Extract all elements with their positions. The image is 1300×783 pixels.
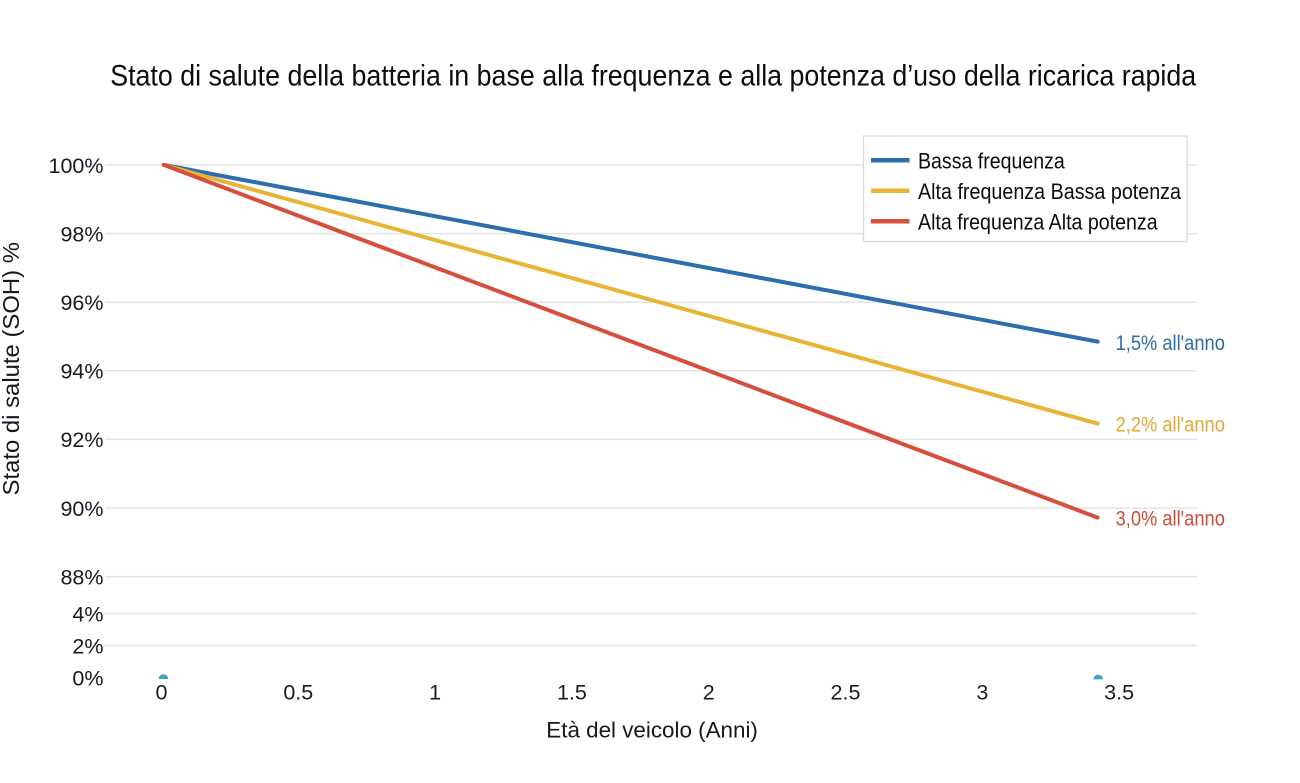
svg-text:3,0% all'anno: 3,0% all'anno <box>1116 506 1225 530</box>
svg-text:100%: 100% <box>49 154 104 178</box>
svg-text:Stato di salute (SOH) %: Stato di salute (SOH) % <box>0 242 24 496</box>
svg-text:2,2% all'anno: 2,2% all'anno <box>1116 412 1225 436</box>
svg-text:2%: 2% <box>72 634 103 658</box>
svg-text:4%: 4% <box>72 602 103 626</box>
svg-text:Stato di salute della batteria: Stato di salute della batteria in base a… <box>110 60 1196 93</box>
svg-text:Alta frequenza Bassa potenza: Alta frequenza Bassa potenza <box>918 179 1182 204</box>
svg-text:92%: 92% <box>60 428 103 452</box>
svg-text:0.5: 0.5 <box>283 680 313 704</box>
svg-text:2.5: 2.5 <box>831 680 861 704</box>
svg-text:90%: 90% <box>60 497 103 521</box>
svg-text:0: 0 <box>156 680 168 704</box>
svg-text:Alta frequenza Alta potenza: Alta frequenza Alta potenza <box>918 209 1158 234</box>
svg-text:3.5: 3.5 <box>1104 680 1134 704</box>
svg-text:1: 1 <box>429 680 441 704</box>
svg-text:2: 2 <box>703 680 715 704</box>
svg-text:3: 3 <box>976 680 988 704</box>
svg-text:96%: 96% <box>60 291 103 315</box>
svg-text:1.5: 1.5 <box>557 680 587 704</box>
svg-text:88%: 88% <box>60 565 103 589</box>
svg-text:Età del veicolo (Anni): Età del veicolo (Anni) <box>546 718 758 743</box>
svg-text:94%: 94% <box>60 360 103 384</box>
svg-text:Bassa frequenza: Bassa frequenza <box>918 148 1065 173</box>
svg-text:1,5% all'anno: 1,5% all'anno <box>1116 331 1225 355</box>
svg-text:0%: 0% <box>72 667 103 691</box>
svg-text:98%: 98% <box>60 222 103 246</box>
